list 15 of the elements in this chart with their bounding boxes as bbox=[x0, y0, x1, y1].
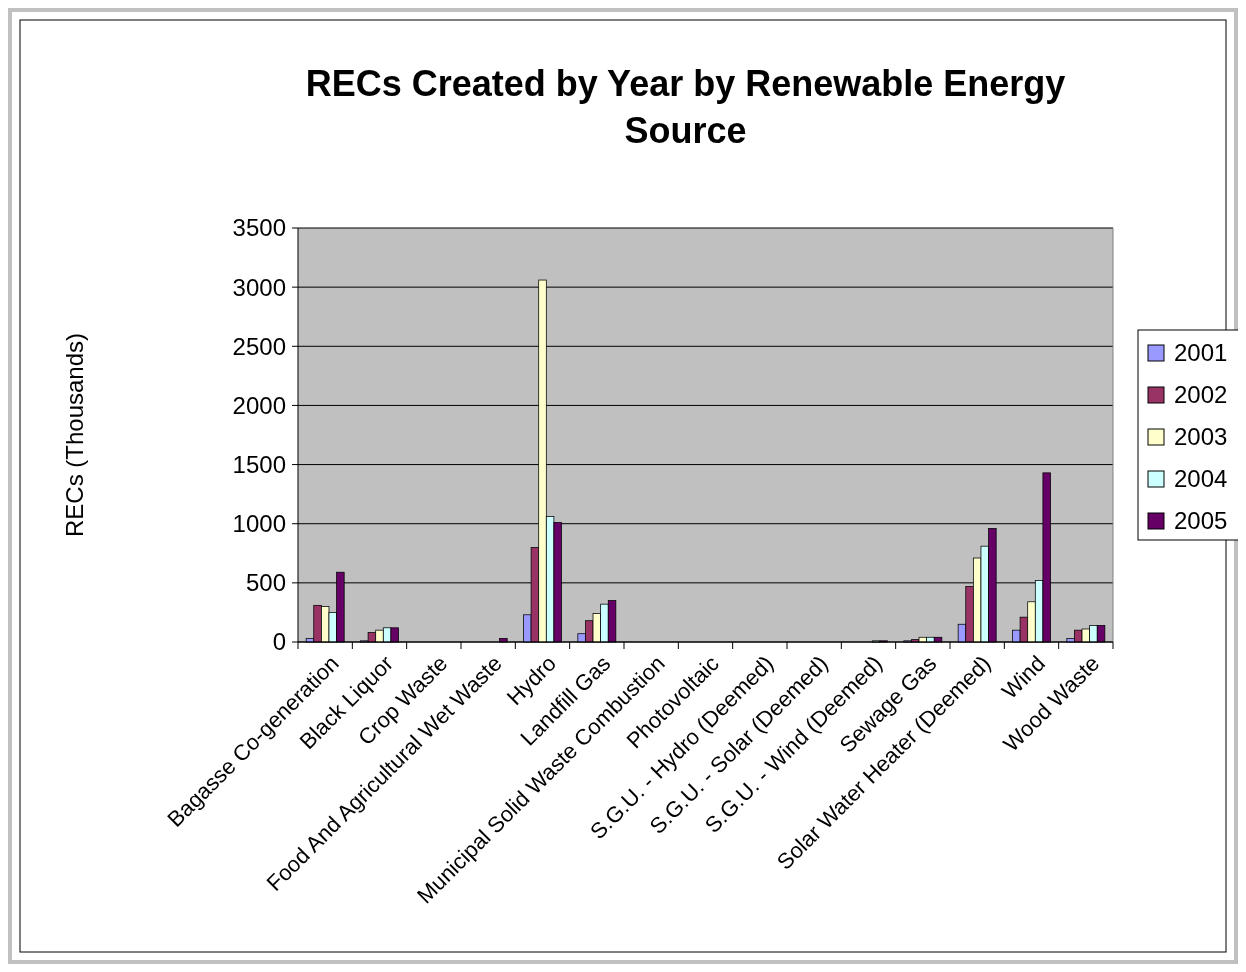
y-tick-label: 1500 bbox=[232, 450, 286, 478]
chart-title: RECs Created by Year by Renewable Energy Source bbox=[305, 63, 1066, 151]
y-tick-label: 3500 bbox=[232, 214, 286, 242]
y-tick-label: 2500 bbox=[232, 332, 286, 360]
y-tick-label: 1000 bbox=[232, 510, 286, 538]
legend-label: 2004 bbox=[1174, 465, 1228, 493]
y-tick-label: 3000 bbox=[232, 273, 286, 301]
y-tick-label: 500 bbox=[245, 569, 286, 597]
legend-label: 2005 bbox=[1174, 507, 1228, 535]
legend-label: 2003 bbox=[1174, 423, 1228, 451]
y-tick-label: 2000 bbox=[232, 391, 286, 419]
y-tick-label: 0 bbox=[272, 628, 286, 656]
y-axis-title: RECs (Thousands) bbox=[61, 332, 88, 538]
legend-label: 2001 bbox=[1174, 339, 1228, 367]
legend-label: 2002 bbox=[1174, 381, 1228, 409]
